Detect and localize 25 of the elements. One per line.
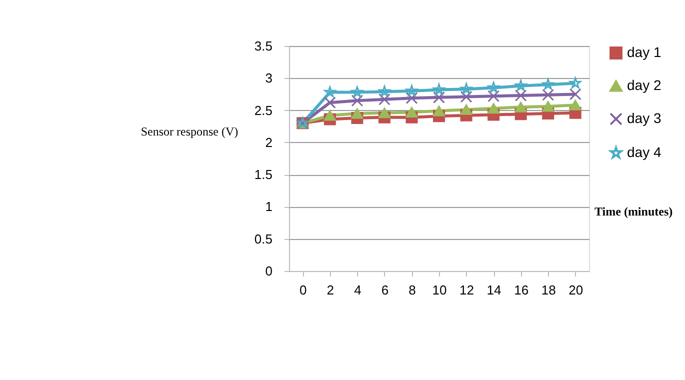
x-tick-label: 12	[460, 282, 474, 298]
x-tick-label: 2	[326, 282, 334, 298]
x-tick-label: 10	[432, 282, 447, 298]
y-tick-label: 0	[265, 264, 272, 278]
legend-label: day 1	[627, 44, 662, 60]
legend-label: day 4	[627, 144, 662, 160]
x-tick-label: 14	[486, 282, 502, 298]
x-tick-label: 16	[514, 282, 529, 298]
y-tick-label: 3	[265, 70, 272, 86]
y-tick-label: 0.5	[254, 231, 272, 246]
y-tick-label: 1.5	[254, 167, 272, 182]
y-tick-label: 1	[265, 199, 272, 214]
legend-label: day 3	[627, 110, 662, 126]
x-tick-label: 0	[300, 282, 307, 298]
x-tick-label: 8	[408, 282, 416, 298]
x-tick-label: 20	[568, 282, 584, 298]
y-axis-title: Sensor response (V)	[140, 124, 238, 138]
legend-label: day 2	[627, 77, 662, 93]
y-tick-label: 2	[265, 134, 272, 150]
y-tick-label: 3.5	[254, 38, 272, 54]
x-tick-label: 4	[354, 282, 362, 298]
y-tick-label: 2.5	[254, 102, 272, 118]
x-tick-label: 6	[381, 282, 389, 298]
x-tick-label: 18	[541, 282, 556, 298]
x-axis-title: Time (minutes)	[594, 204, 673, 218]
